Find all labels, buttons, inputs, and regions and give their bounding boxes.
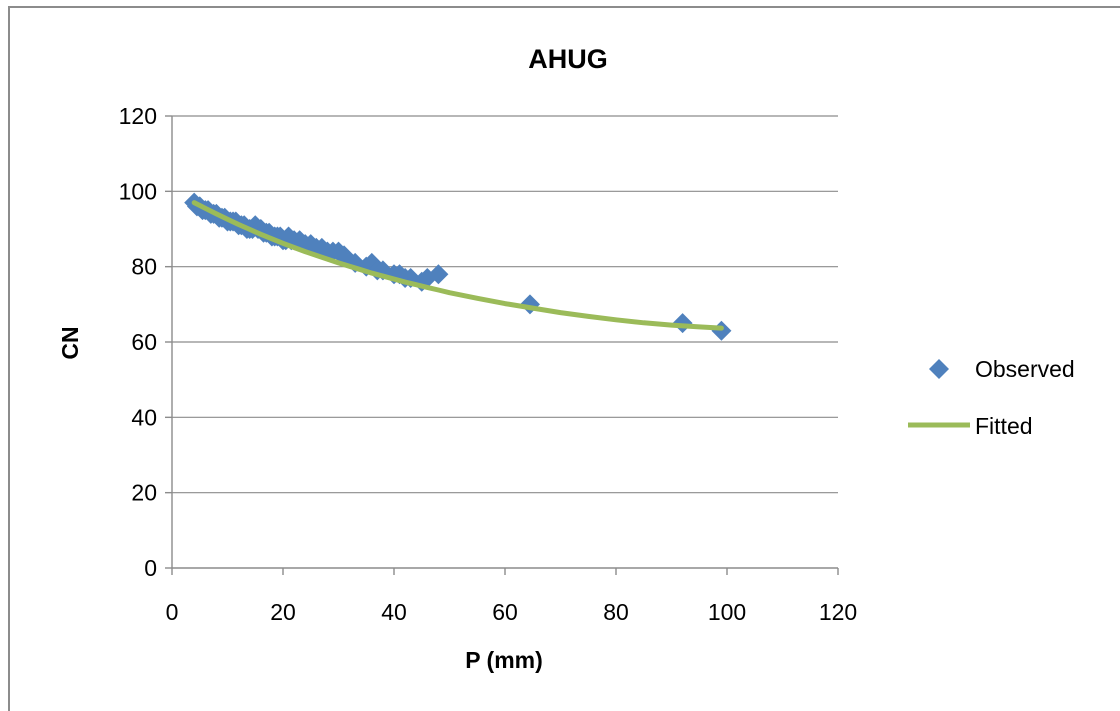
chart-frame (8, 6, 1120, 711)
y-tick-label-120: 120 (119, 103, 157, 129)
y-tick-label-40: 40 (131, 404, 157, 430)
axes (165, 115, 839, 575)
observed-point (711, 320, 732, 341)
x-tick-label-40: 40 (381, 599, 407, 625)
legend-observed-label: Observed (975, 356, 1075, 382)
y-axis-title: CN (57, 326, 83, 359)
y-tick-label-100: 100 (119, 178, 157, 204)
y-tick-label-80: 80 (131, 254, 157, 280)
x-tick-label-0: 0 (166, 599, 179, 625)
legend-observed-marker-icon (929, 359, 949, 379)
legend: Observed Fitted (908, 356, 1075, 439)
x-tick-label-80: 80 (603, 599, 629, 625)
x-tick-label-60: 60 (492, 599, 518, 625)
y-tick-label-60: 60 (131, 329, 157, 355)
fitted-line (191, 200, 724, 331)
y-tick-label-20: 20 (131, 480, 157, 506)
y-tick-label-0: 0 (144, 555, 157, 581)
plot-area (184, 192, 732, 341)
observed-point (428, 264, 449, 285)
gridlines (172, 115, 838, 494)
x-tick-label-20: 20 (270, 599, 296, 625)
x-axis-title: P (mm) (465, 647, 543, 673)
x-tick-labels: 0 20 40 60 80 100 120 (166, 599, 858, 625)
x-tick-label-100: 100 (708, 599, 746, 625)
x-tick-label-120: 120 (819, 599, 857, 625)
legend-fitted-label: Fitted (975, 413, 1033, 439)
chart-title: AHUG (528, 44, 608, 74)
y-tick-labels: 0 20 40 60 80 100 120 (119, 103, 157, 581)
